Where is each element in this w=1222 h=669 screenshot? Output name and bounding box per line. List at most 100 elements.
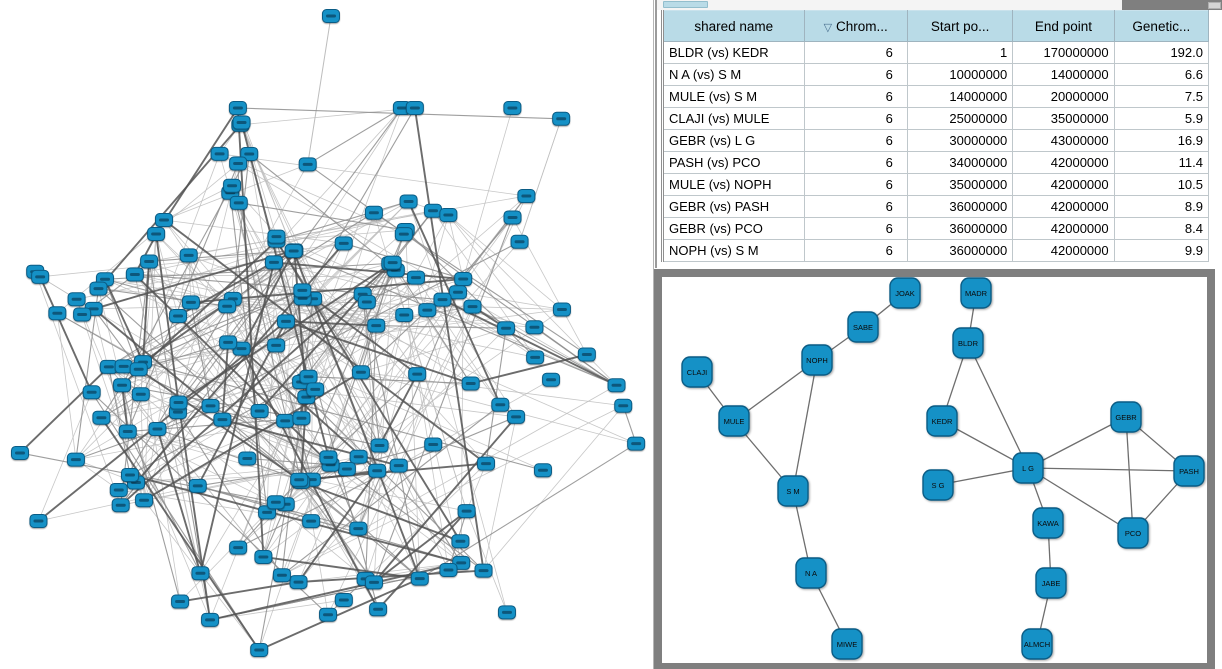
- table-row[interactable]: GEBR (vs) PCO 6 36000000 42000000 8.4: [662, 217, 1210, 240]
- network-edge[interactable]: [362, 294, 381, 446]
- network-node[interactable]: [31, 269, 50, 284]
- network-edge[interactable]: [413, 107, 485, 571]
- network-node[interactable]: [131, 387, 150, 402]
- network-node[interactable]: [210, 146, 229, 161]
- network-node[interactable]: MIWE: [831, 628, 863, 660]
- network-node[interactable]: [395, 307, 414, 322]
- network-node[interactable]: [542, 372, 561, 387]
- network-edge[interactable]: [177, 315, 366, 580]
- table-cell[interactable]: 6: [803, 151, 908, 174]
- network-node[interactable]: [229, 195, 248, 210]
- network-edge[interactable]: [121, 385, 181, 602]
- network-node[interactable]: [120, 467, 139, 482]
- table-cell[interactable]: 25000000: [906, 107, 1014, 130]
- network-edge[interactable]: [534, 326, 617, 386]
- network-edge[interactable]: [266, 236, 277, 513]
- table-cell[interactable]: 5.9: [1113, 107, 1210, 130]
- network-edge[interactable]: [357, 314, 405, 529]
- network-node[interactable]: [266, 495, 285, 510]
- table-cell[interactable]: 6: [803, 129, 908, 152]
- network-edge[interactable]: [307, 15, 332, 165]
- network-edge[interactable]: [178, 250, 295, 403]
- network-node[interactable]: [232, 115, 251, 130]
- network-edge[interactable]: [100, 417, 260, 651]
- table-cell[interactable]: 36000000: [906, 217, 1014, 240]
- network-node[interactable]: [334, 236, 353, 251]
- network-edge[interactable]: [120, 261, 394, 506]
- network-edge[interactable]: [408, 201, 443, 300]
- network-edge[interactable]: [281, 298, 314, 576]
- network-edge[interactable]: [219, 153, 527, 197]
- network-edge[interactable]: [300, 481, 461, 543]
- network-edge[interactable]: [104, 279, 140, 370]
- network-node[interactable]: [118, 424, 137, 439]
- network-edge[interactable]: [240, 107, 415, 126]
- network-node[interactable]: [367, 318, 386, 333]
- network-edge[interactable]: [155, 107, 239, 235]
- table-cell[interactable]: 10.5: [1113, 173, 1210, 196]
- table-cell[interactable]: PASH (vs) PCO: [662, 151, 805, 174]
- table-cell[interactable]: 10000000: [906, 63, 1014, 86]
- network-edge[interactable]: [143, 371, 362, 502]
- network-edge[interactable]: [308, 376, 471, 385]
- network-edge[interactable]: [360, 371, 624, 407]
- main-network-canvas[interactable]: [0, 0, 654, 669]
- table-cell[interactable]: MULE (vs) NOPH: [662, 173, 805, 196]
- network-node[interactable]: [48, 306, 67, 321]
- network-edge[interactable]: [57, 312, 144, 363]
- network-node[interactable]: [267, 338, 286, 353]
- network-node[interactable]: [454, 272, 473, 287]
- network-node[interactable]: KAWA: [1032, 507, 1064, 539]
- network-node[interactable]: SABE: [847, 311, 879, 343]
- network-edge[interactable]: [149, 195, 527, 262]
- network-node[interactable]: [394, 227, 413, 242]
- network-node[interactable]: [277, 314, 296, 329]
- network-edge[interactable]: [327, 195, 527, 615]
- table-cell[interactable]: 35000000: [1012, 107, 1115, 130]
- network-edge[interactable]: [470, 353, 588, 385]
- network-edge[interactable]: [75, 288, 100, 460]
- network-node[interactable]: L G: [1012, 452, 1044, 484]
- table-cell[interactable]: 34000000: [906, 151, 1014, 174]
- table-cell[interactable]: 14000000: [906, 85, 1014, 108]
- network-node[interactable]: [525, 320, 544, 335]
- network-node[interactable]: [497, 321, 516, 336]
- network-edge[interactable]: [190, 302, 535, 328]
- network-edge[interactable]: [300, 373, 418, 483]
- network-edge[interactable]: [120, 261, 150, 506]
- network-edge[interactable]: [360, 262, 394, 373]
- network-edge[interactable]: [389, 263, 467, 512]
- network-node[interactable]: [188, 478, 207, 493]
- network-node[interactable]: [302, 514, 321, 529]
- network-edge[interactable]: [448, 214, 563, 310]
- table-cell[interactable]: 6: [803, 85, 908, 108]
- table-cell[interactable]: CLAJI (vs) MULE: [662, 107, 805, 130]
- network-edge[interactable]: [373, 262, 394, 583]
- network-node[interactable]: JABE: [1035, 567, 1067, 599]
- network-node[interactable]: [92, 410, 111, 425]
- network-edge[interactable]: [190, 302, 212, 406]
- network-edge[interactable]: [285, 320, 472, 385]
- network-node[interactable]: [254, 549, 273, 564]
- network-edge[interactable]: [238, 202, 406, 231]
- network-node[interactable]: [517, 189, 536, 204]
- network-node[interactable]: [451, 534, 470, 549]
- table-row[interactable]: NOPH (vs) S M 6 36000000 42000000 9.9: [662, 239, 1210, 262]
- network-edge[interactable]: [360, 309, 428, 373]
- network-node[interactable]: [299, 369, 318, 384]
- network-edge[interactable]: [407, 201, 502, 406]
- network-node[interactable]: CLAJI: [681, 356, 713, 388]
- network-node[interactable]: [383, 255, 402, 270]
- network-node[interactable]: [319, 450, 338, 465]
- network-node[interactable]: [433, 292, 452, 307]
- network-node[interactable]: [179, 248, 198, 263]
- network-edge[interactable]: [240, 250, 295, 350]
- network-edge[interactable]: [310, 327, 507, 522]
- table-cell[interactable]: 6: [803, 107, 908, 130]
- network-node[interactable]: [577, 347, 596, 362]
- table-row[interactable]: MULE (vs) NOPH 6 35000000 42000000 10.5: [662, 173, 1210, 196]
- network-node[interactable]: [113, 378, 132, 393]
- network-node[interactable]: [614, 398, 633, 413]
- network-node[interactable]: [155, 213, 174, 228]
- network-edge[interactable]: [378, 373, 419, 446]
